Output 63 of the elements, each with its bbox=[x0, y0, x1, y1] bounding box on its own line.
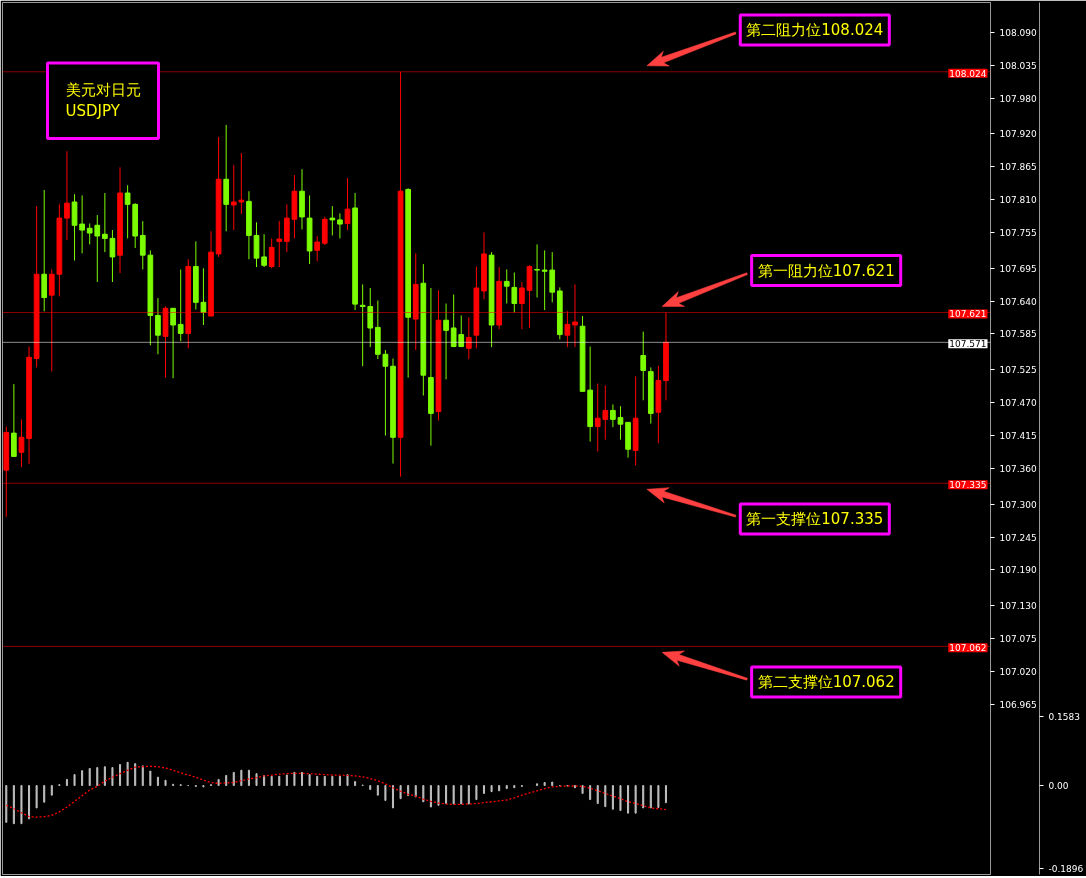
candlestick bbox=[564, 310, 571, 348]
annotation: 第一阻力位107.621 bbox=[757, 261, 895, 280]
y-tick-label: 107.980 bbox=[999, 93, 1037, 104]
candlestick bbox=[124, 184, 131, 239]
text: USDJPY bbox=[65, 102, 121, 121]
y-tick-label: 108.090 bbox=[999, 27, 1037, 38]
y-tick-label: 107.525 bbox=[999, 365, 1037, 376]
ref-line-label: 107.335 bbox=[949, 480, 987, 491]
annotation: 第二支撑位107.062 bbox=[757, 673, 895, 692]
y-tick-label: 108.035 bbox=[999, 60, 1037, 71]
y-tick-label: 107.190 bbox=[999, 565, 1037, 576]
line-series bbox=[5, 765, 667, 818]
candlestick bbox=[344, 177, 351, 231]
candlestick bbox=[276, 220, 283, 268]
y-tick-label: 107.020 bbox=[999, 666, 1037, 677]
candlestick bbox=[534, 243, 540, 299]
candlestick bbox=[337, 212, 343, 239]
y-tick-label: 107.640 bbox=[999, 296, 1037, 307]
y2-tick-label: -0.1896 bbox=[1048, 864, 1084, 875]
y-tick-label: 107.695 bbox=[999, 263, 1037, 274]
text: 美元对日元 bbox=[65, 80, 141, 99]
candlestick bbox=[139, 220, 146, 270]
candlestick bbox=[230, 164, 237, 231]
candlestick bbox=[41, 189, 48, 312]
y2-tick-label: 0.1583 bbox=[1048, 711, 1080, 722]
candlestick bbox=[177, 268, 184, 342]
candlestick bbox=[572, 283, 578, 348]
candlestick bbox=[18, 418, 25, 468]
ref-line-label: 107.571 bbox=[949, 339, 987, 350]
y-tick-label: 107.755 bbox=[999, 227, 1037, 238]
candlestick bbox=[503, 268, 510, 305]
ref-line-label: 107.062 bbox=[949, 643, 987, 654]
y-tick-label: 106.965 bbox=[999, 699, 1037, 710]
candlestick bbox=[329, 205, 336, 236]
candlestick bbox=[155, 297, 161, 355]
y-tick-label: 107.075 bbox=[999, 634, 1037, 645]
ref-line-label: 108.024 bbox=[949, 68, 987, 79]
candlestick bbox=[238, 152, 245, 215]
y-tick-label: 107.360 bbox=[999, 463, 1037, 474]
annotation: 第一支撑位107.335 bbox=[746, 510, 884, 529]
candlestick bbox=[48, 268, 55, 373]
candlestick bbox=[314, 235, 321, 262]
y-tick-label: 107.415 bbox=[999, 431, 1037, 442]
candlestick bbox=[170, 307, 176, 379]
y-tick-label: 107.470 bbox=[999, 398, 1037, 409]
y-tick-label: 107.865 bbox=[999, 162, 1037, 173]
y-tick-label: 107.810 bbox=[999, 195, 1037, 206]
candlestick bbox=[640, 331, 647, 401]
candlestick bbox=[511, 271, 518, 313]
ref-line-label: 107.621 bbox=[949, 309, 987, 320]
y-tick-label: 107.920 bbox=[999, 129, 1037, 140]
candlestick bbox=[321, 216, 328, 246]
y-tick-label: 107.245 bbox=[999, 532, 1037, 543]
candlestick bbox=[465, 316, 472, 360]
candlestick bbox=[443, 303, 449, 380]
candlestick bbox=[64, 150, 70, 241]
candlestick bbox=[268, 237, 275, 269]
y-tick-label: 107.130 bbox=[999, 601, 1037, 612]
candlestick bbox=[11, 383, 17, 457]
y2-tick-label: 0.00 bbox=[1048, 781, 1069, 792]
y-tick-label: 107.300 bbox=[999, 499, 1037, 510]
y-tick-label: 107.585 bbox=[999, 329, 1037, 340]
annotation: 第二阻力位108.024 bbox=[746, 20, 884, 39]
